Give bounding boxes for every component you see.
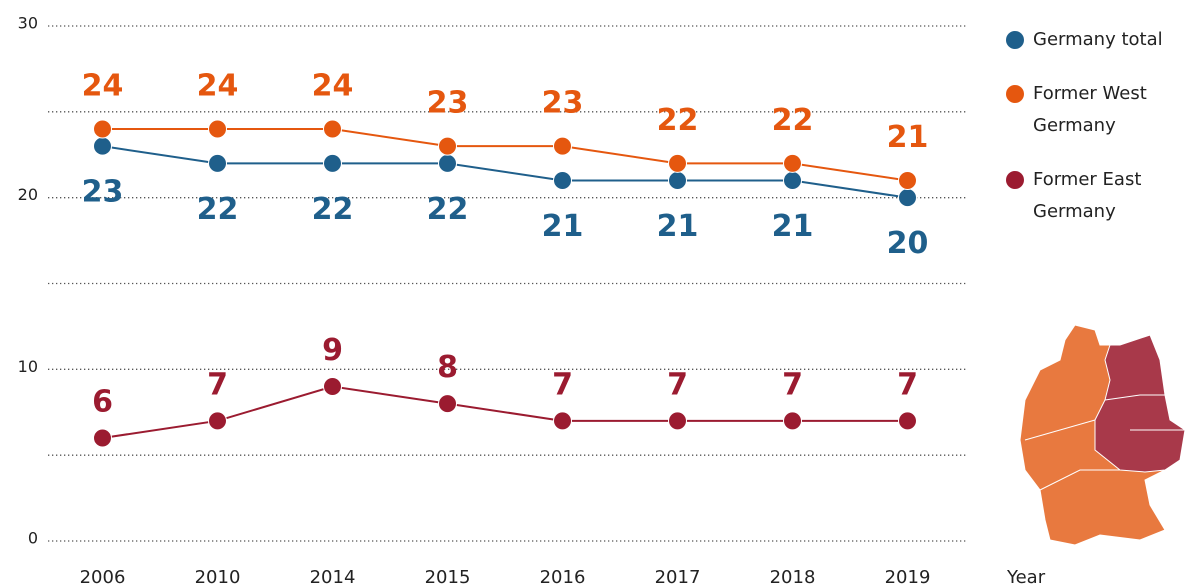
marker [668, 153, 687, 173]
x-tick-label: 2019 [885, 567, 931, 587]
marker [783, 153, 802, 173]
marker [553, 411, 572, 431]
marker [898, 411, 917, 431]
legend-label: Germany total [1033, 29, 1163, 50]
marker [438, 136, 457, 156]
data-label: 20 [887, 226, 929, 261]
data-label: 21 [542, 209, 584, 244]
data-label: 24 [312, 69, 354, 104]
data-label: 23 [427, 86, 469, 121]
series-line [102, 128, 908, 182]
y-tick-label: 30 [18, 14, 38, 33]
marker [668, 411, 687, 431]
marker [208, 153, 227, 173]
marker [898, 171, 917, 190]
data-label: 7 [782, 367, 803, 402]
data-label: 7 [897, 367, 918, 402]
legend-item: Germany total [1003, 24, 1173, 56]
marker [553, 171, 572, 190]
legend-swatch [1006, 171, 1024, 189]
data-label: 24 [82, 69, 124, 104]
legend: Germany total Former West Germany Former E… [1003, 24, 1173, 250]
data-label: 22 [427, 192, 469, 227]
legend-item: Former West Germany [1003, 78, 1173, 142]
map-border [1024, 419, 1096, 441]
legend-swatch [1006, 31, 1024, 49]
marker [553, 136, 572, 156]
marker [323, 119, 342, 139]
data-label: 21 [772, 209, 814, 244]
legend-swatch [1006, 85, 1024, 103]
x-tick-label: 2017 [655, 567, 701, 587]
legend-label: Former East Germany [1033, 169, 1142, 222]
data-label: 22 [197, 192, 239, 227]
x-tick-label: 2010 [195, 567, 241, 587]
data-label: 8 [437, 350, 458, 385]
legend-label: Former West Germany [1033, 83, 1147, 136]
marker [783, 171, 802, 190]
marker [783, 411, 802, 431]
legend-item: Former East Germany [1003, 164, 1173, 228]
marker [898, 188, 917, 208]
data-label: 22 [772, 103, 814, 138]
x-tick-label: 2016 [540, 567, 586, 587]
x-axis-label: Year [1006, 567, 1046, 587]
data-label: 24 [197, 69, 239, 104]
marker [323, 377, 342, 396]
marker [208, 411, 227, 431]
map-east [1094, 334, 1186, 473]
marker [93, 428, 112, 448]
y-tick-label: 10 [18, 357, 38, 376]
data-label: 21 [657, 209, 699, 244]
data-label: 7 [552, 367, 573, 402]
series-line [102, 145, 908, 199]
marker [438, 394, 457, 414]
data-label: 22 [312, 192, 354, 227]
data-label: 23 [82, 175, 124, 210]
data-label: 21 [887, 120, 929, 155]
x-tick-label: 2018 [770, 567, 816, 587]
data-label: 22 [657, 103, 699, 138]
x-tick-label: 2014 [310, 567, 356, 587]
marker [93, 119, 112, 139]
marker [668, 171, 687, 190]
marker [438, 153, 457, 173]
x-tick-label: 2015 [425, 567, 471, 587]
data-label: 7 [667, 367, 688, 402]
data-label: 6 [92, 385, 113, 420]
marker [93, 136, 112, 156]
x-tick-label: 2006 [80, 567, 126, 587]
map [1019, 324, 1186, 546]
marker [208, 119, 227, 139]
map-border [1104, 394, 1165, 401]
series-line [102, 385, 908, 439]
marker [323, 153, 342, 173]
y-tick-label: 20 [18, 185, 38, 204]
y-tick-label: 0 [28, 529, 38, 548]
map-border [1039, 469, 1120, 491]
data-label: 23 [542, 86, 584, 121]
data-label: 9 [322, 333, 343, 368]
data-label: 7 [207, 367, 228, 402]
